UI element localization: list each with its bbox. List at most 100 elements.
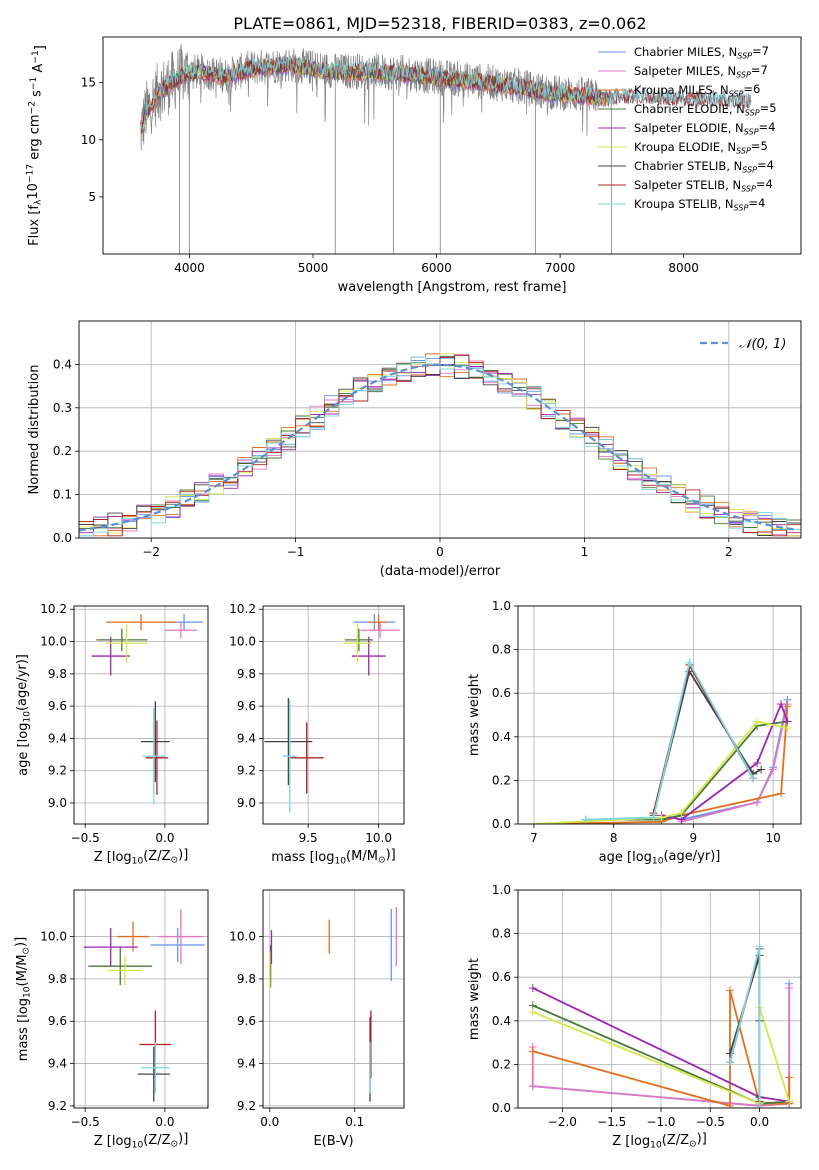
text-part: ⊙ bbox=[171, 856, 179, 866]
text-part: ] bbox=[33, 45, 48, 50]
y-tick-label: 0.0 bbox=[492, 817, 511, 831]
text-part: (Z/Z bbox=[143, 1133, 170, 1148]
y-tick-label: 9.4 bbox=[48, 1057, 67, 1071]
plot-area bbox=[529, 658, 792, 824]
y-tick-label: 10.0 bbox=[229, 635, 256, 649]
y-tick-label: 10.2 bbox=[40, 602, 67, 616]
y-tick-label: 9.4 bbox=[237, 731, 256, 745]
text-part: mass [log bbox=[271, 850, 334, 865]
text-part: (age/yr)] bbox=[663, 849, 720, 864]
text-part: SSP bbox=[741, 184, 756, 193]
age-vs-metallicity-panel: −0.5 0.09.09.29.49.69.810.010.2Z [log10(Z… bbox=[15, 602, 209, 867]
text-part: =7 bbox=[751, 63, 768, 77]
text-part: mass [log bbox=[16, 998, 31, 1061]
x-tick-label: 2 bbox=[725, 545, 733, 559]
y-tick-label: 10.0 bbox=[40, 930, 67, 944]
y-tick-label: 9.4 bbox=[48, 731, 67, 745]
x-tick-label: −1.0 bbox=[646, 1115, 675, 1129]
text-part: SSP bbox=[744, 127, 759, 136]
legend-label: Chabrier MILES, NSSP=7 bbox=[634, 44, 769, 60]
legend-label: Salpeter STELIB, NSSP=4 bbox=[634, 177, 773, 193]
x-tick-label: −2 bbox=[142, 545, 160, 559]
y-tick-label: 0.4 bbox=[53, 357, 72, 371]
y-tick-label: 9.2 bbox=[237, 1099, 256, 1113]
text-part: ⊙ bbox=[171, 1140, 179, 1150]
text-part: (M/M bbox=[346, 849, 378, 864]
age-vs-mass-panel: 9.5 10.0 9.0 9.2 9.4 9.6 9.8 10.0 10.2 mass [log1… bbox=[229, 602, 405, 867]
x-tick-label: 0.0 bbox=[750, 1115, 769, 1129]
axes-frame bbox=[73, 605, 209, 825]
y-axis-label: mass weight bbox=[467, 958, 482, 1040]
text-part: Salpeter STELIB, N bbox=[634, 178, 741, 192]
x-tick-label: 7000 bbox=[545, 261, 576, 275]
text-part: 10 bbox=[132, 857, 144, 867]
text-part: =6 bbox=[743, 82, 760, 96]
residual-histogram-panel: −2 −1 0 1 2 0.0 0.1 0.2 0.3 0.4 (data-model)/error… bbox=[27, 320, 802, 579]
y-tick-label: 0.0 bbox=[492, 1101, 511, 1115]
legend-label: Salpeter ELODIE, NSSP=4 bbox=[634, 120, 775, 136]
axes-frame bbox=[262, 889, 405, 1109]
text-part: SSP bbox=[734, 203, 749, 212]
text-part: SSP bbox=[736, 70, 751, 79]
text-part: SSP bbox=[737, 51, 752, 60]
weight-line-chabrier_stelib bbox=[729, 955, 761, 1098]
text-part: Z [log bbox=[612, 1134, 650, 1149]
y-tick-label: 0.1 bbox=[53, 488, 72, 502]
text-part: 10 bbox=[23, 986, 33, 998]
x-tick-label: 10 bbox=[765, 831, 780, 845]
y-tick-label: 0.2 bbox=[492, 773, 511, 787]
text-part: −17 bbox=[26, 164, 36, 183]
y-tick-label: 0.8 bbox=[492, 927, 511, 941]
axes-frame bbox=[262, 605, 405, 825]
weight-vs-metallicity-panel: −2.0 −1.5 −1.0 −0.5 0.0 0.0 0.2 0.4 0.6 0.8 1.0 Z [… bbox=[467, 883, 802, 1151]
y-tick-label: 0.4 bbox=[492, 1014, 511, 1028]
text-part: Chabrier ELODIE, N bbox=[634, 102, 745, 116]
text-part: 10 bbox=[132, 1141, 144, 1151]
y-tick-label: 9.0 bbox=[237, 796, 256, 810]
y-tick-label: 9.6 bbox=[237, 1014, 256, 1028]
y-axis-label: mass [log10(M/M⊙)] bbox=[14, 937, 33, 1061]
y-tick-label: 0.2 bbox=[492, 1057, 511, 1071]
text-part: −2 bbox=[27, 101, 37, 114]
y-tick-label: 9.2 bbox=[48, 1099, 67, 1113]
text-part: =5 bbox=[751, 139, 768, 153]
x-tick-label: 0.0 bbox=[155, 831, 174, 845]
text-part: −1 bbox=[31, 50, 41, 63]
x-tick-label: −0.5 bbox=[696, 1115, 725, 1129]
histogram-kroupa_stelib bbox=[79, 356, 801, 537]
plot-area bbox=[264, 614, 400, 813]
x-tick-label: 8 bbox=[610, 831, 618, 845]
y-tick-label: 5 bbox=[88, 190, 96, 204]
x-tick-label: −0.5 bbox=[71, 1115, 100, 1129]
axes-frame bbox=[78, 320, 802, 539]
text-part: Kroupa ELODIE, N bbox=[634, 140, 736, 154]
text-part: SSP bbox=[729, 89, 744, 98]
axes-frame bbox=[517, 889, 802, 1109]
model-spectrum-salpeter_stelib bbox=[140, 57, 752, 131]
y-axis-label: age [log10(age/yr)] bbox=[15, 654, 33, 776]
legend-label: 𝒩(0, 1) bbox=[739, 337, 786, 352]
x-tick-label: 0.1 bbox=[345, 1115, 364, 1129]
text-part: λ bbox=[34, 199, 44, 205]
y-tick-label: 0.6 bbox=[492, 686, 511, 700]
x-axis-label: wavelength [Angstrom, rest frame] bbox=[338, 280, 567, 295]
legend-label: Kroupa ELODIE, NSSP=5 bbox=[634, 139, 768, 155]
text-part: 10 bbox=[652, 857, 664, 867]
y-tick-label: 9.2 bbox=[48, 764, 67, 778]
mass-vs-ebv-panel: 0.0 0.1 9.2 9.4 9.6 9.8 10.0 E(B-V) bbox=[229, 889, 405, 1149]
spectrum-panel: 4000 5000 6000 7000 8000 5 10 15 wavelength [Ang… bbox=[26, 36, 802, 295]
text-part: ⊙ bbox=[22, 947, 32, 955]
x-tick-label: 8000 bbox=[668, 261, 699, 275]
y-tick-label: 9.6 bbox=[48, 1014, 67, 1028]
text-part: Z [log bbox=[94, 1134, 132, 1149]
x-axis-label: Z [log10(Z/Z⊙)] bbox=[94, 848, 189, 867]
text-part: (Z/Z bbox=[662, 1133, 689, 1148]
text-part: 10 bbox=[26, 183, 41, 200]
legend-label: Chabrier STELIB, NSSP=4 bbox=[634, 158, 774, 174]
text-part: SSP bbox=[736, 146, 751, 155]
y-tick-label: 0.3 bbox=[53, 401, 72, 415]
text-part: Salpeter ELODIE, N bbox=[634, 121, 744, 135]
axes-frame bbox=[73, 889, 209, 1109]
